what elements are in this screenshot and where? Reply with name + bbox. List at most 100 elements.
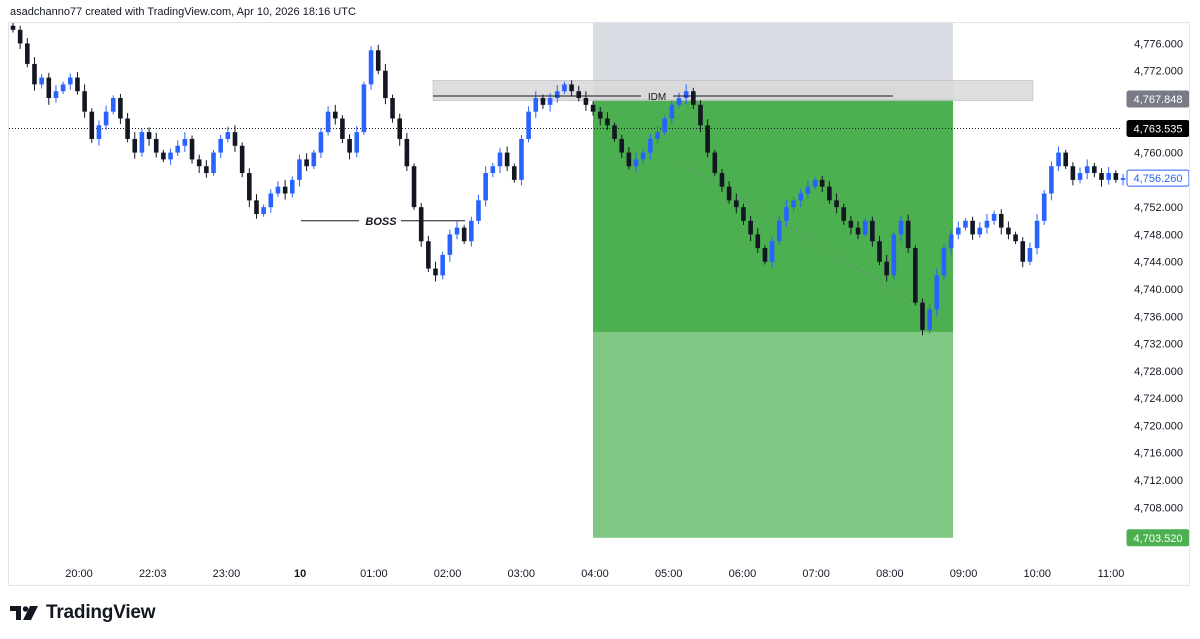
candle-body — [197, 159, 202, 166]
candle-body — [290, 180, 295, 194]
candle-body — [670, 105, 675, 119]
candle-body — [770, 241, 775, 261]
entry-price-label: 4,767.848 — [1134, 94, 1183, 106]
candle-body — [605, 118, 610, 125]
time-tick-label: 07:00 — [802, 568, 830, 580]
candle-body — [32, 64, 37, 84]
candle-body — [1121, 178, 1126, 180]
candle-body — [755, 234, 760, 248]
candle-body — [476, 200, 481, 220]
candle-body — [970, 221, 975, 235]
candle-body — [233, 132, 238, 146]
candle-body — [576, 91, 581, 98]
candle-body — [82, 91, 87, 111]
candle-body — [526, 112, 531, 139]
candle-body — [920, 303, 925, 330]
price-tick-label: 4,728.000 — [1134, 366, 1183, 378]
price-tick-label: 4,712.000 — [1134, 475, 1183, 487]
candle-body — [405, 139, 410, 166]
candle-body — [569, 84, 574, 91]
candle-body — [354, 132, 359, 152]
position-zones — [433, 23, 1033, 538]
price-tick-label: 4,716.000 — [1134, 448, 1183, 460]
target-price-label: 4,703.520 — [1134, 533, 1183, 545]
candle-body — [261, 207, 266, 214]
candle-body — [748, 221, 753, 235]
candles — [11, 23, 1126, 335]
candle-body — [892, 234, 897, 275]
time-tick-label: 10 — [294, 568, 306, 580]
idm-zone — [433, 80, 1033, 100]
chart-attribution: asadchanno77 created with TradingView.co… — [10, 6, 356, 18]
candle-body — [1028, 248, 1033, 262]
candle-body — [870, 221, 875, 241]
price-tick-label: 4,708.000 — [1134, 502, 1183, 514]
candle-body — [827, 187, 832, 201]
candle-body — [999, 214, 1004, 228]
candle-body — [856, 228, 861, 235]
candle-body — [183, 139, 188, 146]
time-axis[interactable]: 20:00 22:03 23:00 10 01:00 02:00 03:00 04:00 05:… — [65, 568, 1124, 580]
time-tick-label: 20:00 — [65, 568, 93, 580]
price-tick-label: 4,744.000 — [1134, 257, 1183, 269]
candle-body — [985, 221, 990, 228]
candle-body — [483, 173, 488, 200]
price-tick-label: 4,752.000 — [1134, 202, 1183, 214]
candle-body — [841, 207, 846, 221]
candle-body — [426, 241, 431, 268]
last-price-label: 4,756.260 — [1134, 173, 1183, 185]
candle-body — [147, 132, 152, 139]
candle-body — [340, 118, 345, 138]
candle-body — [204, 166, 209, 173]
candle-body — [963, 221, 968, 228]
candle-body — [1020, 241, 1025, 261]
boss-label: BOSS — [365, 216, 397, 228]
candle-body — [541, 98, 546, 105]
candle-body — [111, 98, 116, 112]
time-tick-label: 10:00 — [1024, 568, 1052, 580]
price-chart[interactable]: BOSS IDM 4,776.000 4,772.000 4,760.000 4,752… — [9, 23, 1189, 585]
candle-body — [1013, 234, 1018, 241]
candle-body — [713, 153, 718, 173]
candle-body — [1049, 166, 1054, 193]
candle-body — [705, 125, 710, 152]
candle-body — [326, 112, 331, 132]
candle-body — [1114, 173, 1119, 180]
candle-body — [806, 187, 811, 194]
candle-body — [276, 187, 281, 194]
tradingview-logo-icon — [10, 605, 40, 621]
candle-body — [834, 200, 839, 207]
candle-body — [612, 125, 617, 139]
candle-body — [1106, 173, 1111, 180]
price-tick-label: 4,772.000 — [1134, 66, 1183, 78]
candle-body — [369, 50, 374, 84]
price-axis[interactable]: 4,776.000 4,772.000 4,760.000 4,752.000 4,74… — [1127, 38, 1189, 545]
chart-panel[interactable]: BOSS IDM 4,776.000 4,772.000 4,760.000 4,752… — [8, 22, 1190, 586]
candle-body — [798, 194, 803, 201]
candle-body — [140, 132, 145, 152]
target-zone — [593, 332, 953, 538]
candle-body — [18, 30, 23, 44]
candle-body — [118, 98, 123, 118]
candle-body — [132, 139, 137, 153]
candle-body — [956, 228, 961, 235]
candle-body — [741, 207, 746, 221]
candle-body — [448, 234, 453, 254]
candle-body — [562, 84, 567, 91]
candle-body — [168, 153, 173, 160]
candle-body — [104, 112, 109, 126]
candle-body — [54, 91, 59, 98]
candle-body — [763, 248, 768, 262]
candle-body — [555, 91, 560, 98]
current-price-label: 4,763.535 — [1134, 123, 1183, 135]
candle-body — [125, 118, 130, 138]
time-tick-label: 02:00 — [434, 568, 462, 580]
candle-body — [863, 221, 868, 235]
tradingview-logo[interactable]: TradingView — [10, 602, 155, 624]
time-tick-label: 03:00 — [508, 568, 536, 580]
candle-body — [942, 248, 947, 275]
candle-body — [627, 153, 632, 167]
time-tick-label: 04:00 — [581, 568, 609, 580]
candle-body — [269, 194, 274, 208]
price-tick-label: 4,740.000 — [1134, 284, 1183, 296]
